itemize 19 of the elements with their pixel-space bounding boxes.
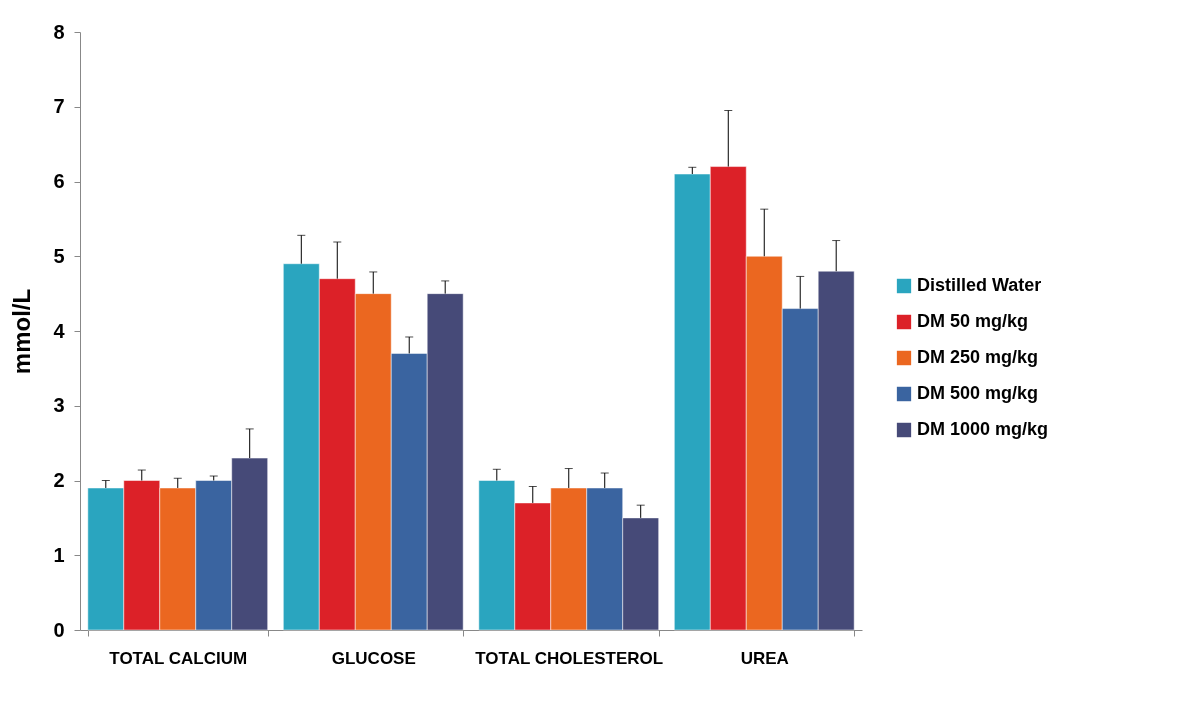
y-tick-label: 1 [53, 543, 65, 566]
y-tick-label: 5 [53, 244, 65, 267]
x-tick-label: UREA [740, 648, 789, 668]
x-tick-label: TOTAL CALCIUM [109, 648, 248, 668]
x-tick-label: GLUCOSE [331, 648, 416, 668]
legend-label: DM 500 mg/kg [917, 383, 1039, 403]
y-tick-label: 3 [53, 394, 65, 417]
y-tick-label: 2 [53, 469, 65, 491]
y-axis-title: mmol/L [8, 288, 36, 375]
y-tick-label: 6 [53, 170, 65, 192]
y-tick-label: 0 [53, 618, 65, 641]
x-tick-label: TOTAL CHOLESTEROL [475, 648, 664, 668]
legend-label: DM 1000 mg/kg [917, 419, 1049, 439]
y-tick-label: 7 [53, 95, 65, 118]
y-tick-label: 8 [53, 20, 65, 43]
y-tick-label: 4 [53, 319, 66, 342]
legend-label: DM 250 mg/kg [917, 347, 1039, 367]
legend-label: DM 50 mg/kg [917, 311, 1029, 331]
legend-label: Distilled Water [917, 275, 1042, 295]
